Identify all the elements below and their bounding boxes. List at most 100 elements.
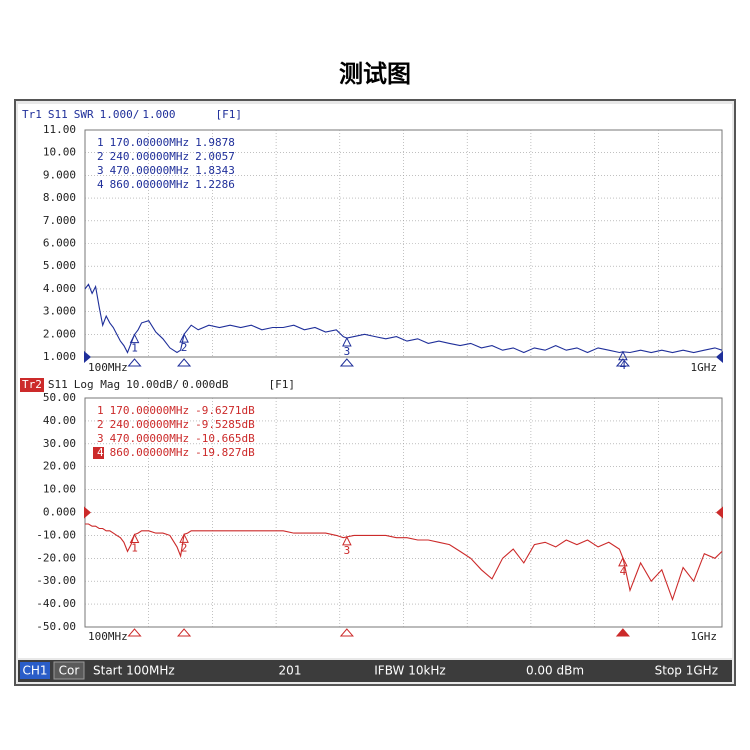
marker-number: 2 — [181, 541, 188, 554]
marker-number: 1 — [131, 342, 138, 355]
marker-value: -19.827dB — [195, 446, 255, 459]
marker-readout: 3 470.00000MHz -10.665dB — [97, 432, 255, 445]
header-channel-tag: [F1] — [268, 378, 295, 391]
header-reference: 0.000dB — [182, 378, 229, 391]
marker-readout: 4 860.00000MHz -19.827dB — [97, 446, 255, 459]
points: 201 — [279, 664, 302, 678]
x-tick-label: 100MHz — [88, 361, 128, 374]
marker-frequency: 170.00000MHz — [110, 404, 189, 417]
stimulus-marker — [177, 358, 192, 367]
y-tick-label: 0.000 — [43, 506, 76, 519]
y-tick-label: 40.00 — [43, 414, 76, 427]
trace-header: Tr2 S11 Log Mag 10.00dB/0.000dB [F1] — [22, 378, 295, 391]
start-frequency: Start 100MHz — [93, 664, 175, 678]
ifbw: IFBW 10kHz — [374, 664, 445, 678]
header-format: Log Mag — [74, 378, 120, 391]
y-tick-label: 6.000 — [43, 237, 76, 250]
y-tick-label: -20.00 — [36, 551, 76, 564]
correction-box[interactable] — [53, 661, 85, 680]
marker-readout: 1 170.00000MHz -9.6271dB — [97, 404, 255, 417]
active-trace-box — [20, 378, 44, 392]
display-area — [18, 104, 732, 658]
page-title: 测试图 — [339, 60, 411, 88]
header-channel-tag: [F1] — [216, 108, 243, 121]
marker-id: 3 — [97, 164, 104, 177]
marker-frequency: 860.00000MHz — [110, 446, 189, 459]
stimulus-marker — [127, 628, 142, 637]
y-tick-label: 50.00 — [43, 391, 76, 404]
y-tick-label: 8.000 — [43, 191, 76, 204]
marker-triangle — [129, 533, 140, 544]
marker-id: 1 — [97, 404, 104, 417]
marker-number: 4 — [620, 359, 627, 372]
y-tick-label: 5.000 — [43, 259, 76, 272]
header-scale: 1.000/ — [100, 108, 140, 121]
marker-readout: 2 240.00000MHz 2.0057 — [97, 150, 235, 163]
marker-readout: 1 170.00000MHz 1.9878 — [97, 136, 235, 149]
reference-marker-right — [716, 351, 723, 363]
stimulus-marker — [127, 358, 142, 367]
marker-frequency: 170.00000MHz — [110, 136, 189, 149]
marker-triangle — [618, 556, 628, 567]
marker-frequency: 860.00000MHz — [110, 178, 189, 191]
stimulus-marker — [615, 358, 630, 367]
marker-id: 2 — [97, 150, 104, 163]
channel-box[interactable] — [20, 662, 50, 679]
marker-number: 3 — [344, 544, 351, 557]
marker-triangle — [179, 533, 189, 543]
marker-id: 4 — [97, 178, 104, 191]
active-marker-box — [93, 447, 104, 459]
marker-triangle — [342, 535, 352, 546]
marker-value: 1.9878 — [195, 136, 235, 149]
marker-value: -9.5285dB — [195, 418, 255, 431]
y-tick-label: 11.00 — [43, 123, 76, 136]
y-tick-label: 7.000 — [43, 214, 76, 227]
trace-line — [84, 283, 723, 354]
marker-triangle — [179, 333, 189, 343]
header-trace: Tr1 — [22, 108, 42, 121]
y-tick-label: -30.00 — [36, 574, 76, 587]
power: 0.00 dBm — [526, 664, 584, 678]
stimulus-marker — [615, 628, 630, 637]
marker-frequency: 470.00000MHz — [110, 164, 189, 177]
header-parameter: S11 — [48, 378, 68, 391]
y-tick-label: 10.00 — [43, 146, 76, 159]
y-tick-label: 4.000 — [43, 282, 76, 295]
trace-header: Tr1 S11 SWR 1.000/1.000 [F1] — [22, 108, 242, 121]
x-tick-label: 1GHz — [691, 630, 718, 643]
marker-value: -9.6271dB — [195, 404, 255, 417]
y-tick-label: 10.00 — [43, 483, 76, 496]
y-tick-label: -10.00 — [36, 528, 76, 541]
marker-readout: 4 860.00000MHz 1.2286 — [97, 178, 235, 191]
y-tick-label: 9.000 — [43, 168, 76, 181]
marker-triangle — [129, 333, 140, 344]
y-tick-label: 3.000 — [43, 305, 76, 318]
header-trace: Tr2 — [22, 378, 42, 391]
header-reference: 1.000 — [142, 108, 175, 121]
x-tick-label: 1GHz — [691, 361, 718, 374]
stimulus-marker — [339, 358, 354, 367]
trace-line — [85, 523, 723, 602]
y-tick-label: 1.000 — [43, 350, 76, 363]
reference-marker-right — [716, 506, 723, 519]
marker-number: 2 — [181, 341, 188, 354]
y-tick-label: 30.00 — [43, 437, 76, 450]
correction-label: Cor — [59, 664, 80, 678]
marker-value: -10.665dB — [195, 432, 255, 445]
stimulus-marker — [177, 628, 192, 637]
marker-frequency: 470.00000MHz — [110, 432, 189, 445]
x-tick-label: 100MHz — [88, 630, 128, 643]
marker-id: 2 — [97, 418, 104, 431]
marker-frequency: 240.00000MHz — [110, 418, 189, 431]
y-tick-label: 2.000 — [43, 327, 76, 340]
marker-number: 3 — [344, 345, 351, 358]
marker-number: 4 — [620, 565, 627, 578]
header-parameter: S11 — [48, 108, 68, 121]
status-bar — [18, 660, 732, 682]
marker-value: 2.0057 — [195, 150, 235, 163]
stimulus-marker — [339, 628, 354, 637]
marker-number: 1 — [131, 542, 138, 555]
stop-frequency: Stop 1GHz — [655, 664, 718, 678]
header-scale: 10.00dB/ — [126, 378, 179, 391]
